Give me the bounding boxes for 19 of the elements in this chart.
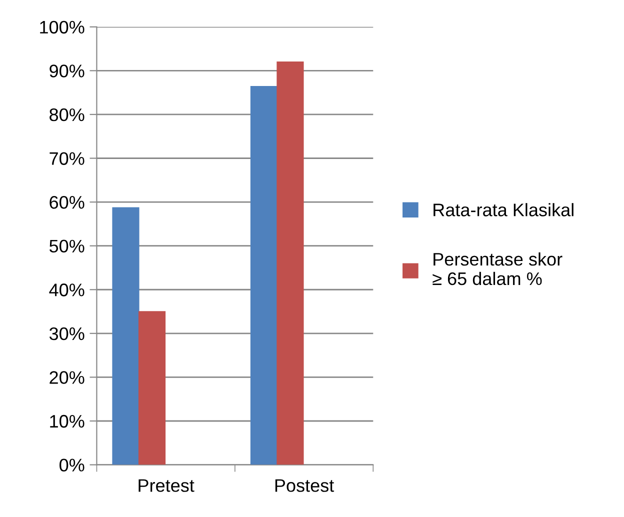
bar bbox=[276, 61, 304, 465]
x-tick-label: Pretest bbox=[138, 479, 194, 492]
y-tick-label: 10% bbox=[50, 414, 84, 428]
x-tick-label: Postest bbox=[275, 479, 334, 492]
y-tick-label: 40% bbox=[49, 284, 84, 296]
bar bbox=[112, 207, 140, 465]
legend-label: Rata-rata Klasikal bbox=[434, 203, 574, 216]
y-tick-label: 20% bbox=[50, 371, 84, 384]
bar bbox=[138, 311, 166, 465]
y-tick-label: 90% bbox=[50, 64, 84, 78]
y-tick-label: 30% bbox=[49, 327, 84, 340]
y-tick-label: 70% bbox=[50, 152, 84, 165]
y-tick-label: 50% bbox=[50, 240, 84, 253]
y-tick-label: 60% bbox=[50, 196, 84, 209]
y-tick-label: 80% bbox=[50, 108, 84, 122]
bar bbox=[250, 86, 278, 465]
y-tick-label: 100% bbox=[40, 20, 84, 34]
y-tick-label: 0% bbox=[60, 458, 84, 472]
legend-label: Persentase skor ≥ 65 dalam % bbox=[432, 252, 562, 286]
